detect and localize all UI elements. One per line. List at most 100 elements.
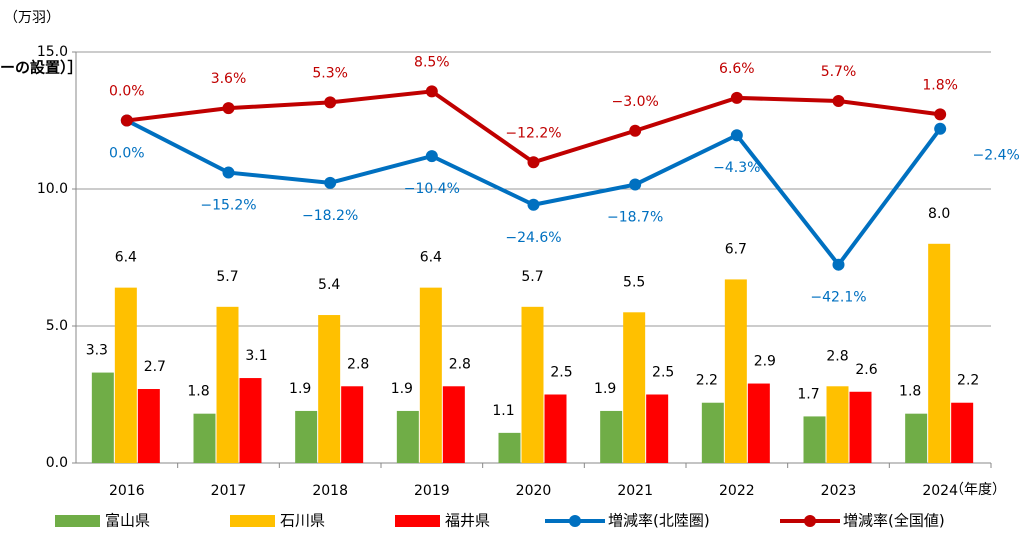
- data-label: −3.0%: [612, 94, 659, 110]
- line-marker: [222, 102, 235, 115]
- bar: [91, 372, 114, 463]
- bar: [396, 410, 419, 463]
- data-label: 2.8: [826, 348, 848, 364]
- line-marker: [324, 96, 337, 109]
- legend-marker: [569, 515, 581, 527]
- data-label: 3.6%: [211, 71, 247, 87]
- data-label: 1.9: [289, 381, 311, 397]
- bar: [623, 312, 646, 463]
- bar: [442, 386, 465, 463]
- line-marker: [629, 178, 642, 191]
- data-label: 2.5: [550, 365, 572, 381]
- bar: [295, 410, 318, 463]
- data-label: 6.4: [420, 250, 442, 266]
- y-tick-label: 5.0: [46, 318, 68, 334]
- data-label: 1.9: [594, 381, 616, 397]
- data-label: 5.3%: [312, 65, 348, 81]
- data-label: 1.7: [797, 386, 819, 402]
- data-label: −24.6%: [505, 230, 561, 246]
- data-label: 8.0: [928, 206, 950, 222]
- bar: [600, 410, 623, 463]
- bar: [239, 378, 262, 463]
- data-label: −10.4%: [404, 181, 460, 197]
- bar: [521, 306, 544, 463]
- data-label: −18.7%: [607, 210, 663, 226]
- line-marker: [934, 108, 947, 121]
- x-tick-label: 2017: [211, 483, 247, 499]
- data-label: −18.2%: [302, 208, 358, 224]
- data-label: 6.6%: [719, 61, 755, 77]
- line-marker: [629, 124, 642, 137]
- legend-label: 富山県: [105, 512, 150, 530]
- data-label: 6.4: [115, 250, 137, 266]
- legend-swatch: [395, 515, 440, 527]
- bar: [318, 315, 341, 463]
- legend-label: 石川県: [280, 512, 325, 530]
- data-label: 2.7: [144, 359, 166, 375]
- x-tick-label: 2019: [414, 483, 450, 499]
- x-tick-label: 2024: [922, 483, 958, 499]
- bar: [137, 389, 160, 463]
- line-marker: [120, 114, 133, 127]
- bar: [724, 279, 747, 463]
- data-label: 0.0%: [109, 146, 145, 162]
- legend-label: 福井県: [445, 512, 490, 530]
- bar: [951, 402, 974, 463]
- y-tick-label: 10.0: [37, 181, 68, 197]
- y-tick-label: 15.0: [37, 44, 68, 60]
- line-marker: [222, 166, 235, 179]
- bar: [193, 413, 216, 463]
- data-label: 5.4: [318, 277, 340, 293]
- line-marker: [324, 176, 337, 189]
- data-label: 5.7: [521, 269, 543, 285]
- bar: [419, 287, 442, 463]
- bar: [646, 394, 669, 463]
- bar: [216, 306, 239, 463]
- legend-marker: [804, 515, 816, 527]
- data-label: −42.1%: [810, 290, 866, 306]
- data-label: 1.1: [492, 403, 514, 419]
- data-label: 2.8: [449, 356, 471, 372]
- x-tick-label: 2018: [312, 483, 348, 499]
- line-marker: [832, 94, 845, 107]
- bar: [747, 383, 770, 463]
- data-label: −4.3%: [713, 160, 760, 176]
- x-tick-label: 2021: [617, 483, 653, 499]
- line-marker: [730, 91, 743, 104]
- data-label: 2.8: [347, 356, 369, 372]
- bar: [498, 432, 521, 463]
- legend-swatch: [230, 515, 275, 527]
- line-marker: [425, 150, 438, 163]
- bar: [341, 386, 364, 463]
- data-label: 3.3: [86, 343, 108, 359]
- data-label: 5.7: [216, 269, 238, 285]
- data-label: 1.8%: [922, 77, 958, 93]
- data-label: 6.7: [725, 241, 747, 257]
- line-marker: [832, 258, 845, 271]
- bar: [803, 416, 826, 463]
- line-marker: [934, 122, 947, 135]
- data-label: 5.5: [623, 274, 645, 290]
- y-axis-label: （万羽）: [4, 10, 60, 26]
- data-label: 8.5%: [414, 54, 450, 70]
- line-marker: [527, 156, 540, 169]
- y-tick-label: 0.0: [46, 455, 68, 471]
- data-label: 5.7%: [821, 64, 857, 80]
- bar: [826, 386, 849, 463]
- bar: [701, 402, 724, 463]
- data-label: 2.5: [652, 365, 674, 381]
- bar: [905, 413, 928, 463]
- data-label: 2.9: [754, 354, 776, 370]
- legend-label: 増減率(全国値): [843, 512, 945, 530]
- x-tick-label: 2022: [719, 483, 755, 499]
- data-label: −15.2%: [200, 198, 256, 214]
- data-label: 2.2: [957, 373, 979, 389]
- bar: [114, 287, 137, 463]
- data-label: 1.8: [899, 384, 921, 400]
- legend-label: 増減率(北陸圏): [608, 512, 710, 530]
- data-label: −12.2%: [505, 125, 561, 141]
- bar: [544, 394, 567, 463]
- x-axis-label: （年度）: [950, 482, 1006, 498]
- bar: [849, 391, 872, 463]
